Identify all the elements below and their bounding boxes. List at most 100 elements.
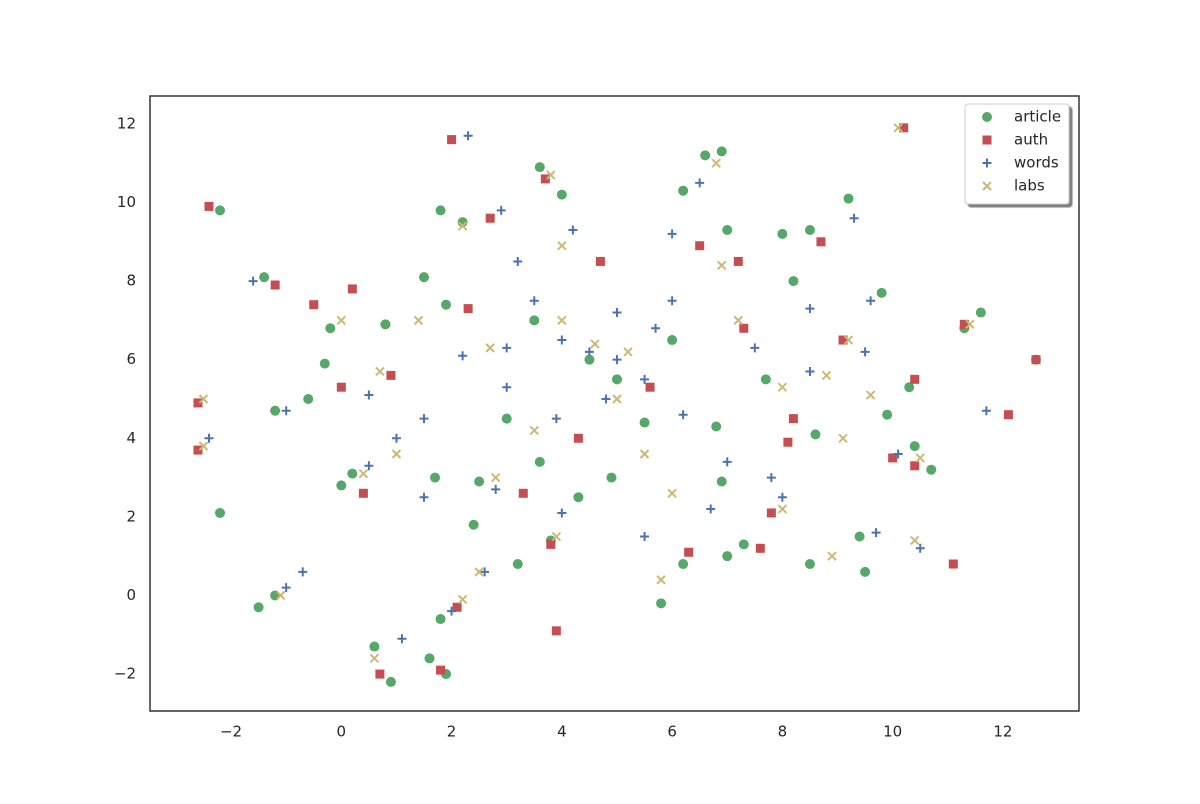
point [722, 225, 733, 236]
point [193, 398, 203, 408]
x-tick-label: −2 [220, 723, 242, 741]
point [386, 370, 396, 380]
point [259, 272, 270, 283]
point [611, 374, 622, 385]
point [777, 228, 788, 239]
point [457, 594, 468, 605]
point [888, 453, 898, 463]
point [435, 205, 446, 216]
point [777, 504, 788, 514]
point [860, 347, 870, 357]
y-tick-label: 8 [126, 272, 136, 290]
point [766, 473, 776, 483]
point [336, 315, 347, 326]
point [441, 299, 452, 310]
point [275, 590, 286, 601]
point [364, 390, 374, 400]
point [501, 413, 512, 424]
point [722, 551, 733, 562]
point [788, 276, 799, 287]
point [270, 405, 281, 416]
point [788, 414, 798, 424]
point [640, 532, 650, 542]
point [656, 598, 667, 609]
point [738, 539, 749, 550]
point [557, 241, 567, 251]
legend-label: article [1014, 108, 1061, 126]
legend: article auth words labs [964, 103, 1070, 205]
point [474, 476, 485, 487]
point [915, 453, 925, 463]
point [447, 606, 457, 616]
point [369, 641, 380, 652]
point [733, 315, 743, 326]
point [910, 374, 920, 384]
point [540, 174, 550, 184]
point [457, 221, 468, 231]
point [876, 287, 887, 298]
point [568, 225, 578, 235]
point [766, 508, 776, 518]
point [480, 567, 490, 577]
point [948, 559, 958, 569]
point [601, 394, 611, 404]
point [777, 382, 788, 392]
point [827, 551, 837, 561]
point [529, 425, 539, 436]
point [865, 390, 876, 400]
point [551, 531, 562, 542]
point [557, 335, 567, 345]
point [270, 280, 280, 290]
point [380, 319, 391, 330]
x-tick-label: 8 [778, 723, 788, 741]
point [309, 300, 319, 310]
point [204, 201, 214, 211]
point [612, 308, 622, 318]
point [623, 347, 633, 357]
point [667, 335, 678, 346]
point [435, 614, 446, 625]
point [419, 492, 429, 502]
x-tick-label: 12 [993, 723, 1012, 741]
legend-marker [982, 158, 992, 168]
plot-area [193, 123, 1041, 687]
point [804, 225, 815, 236]
point [447, 135, 457, 145]
point [866, 296, 876, 306]
point [700, 150, 711, 161]
point [198, 441, 209, 451]
point [419, 414, 429, 424]
point [215, 507, 226, 518]
point [198, 394, 209, 404]
y-tick-label: 10 [117, 193, 136, 211]
point [805, 304, 815, 314]
point [490, 472, 501, 483]
point [358, 468, 369, 479]
point [711, 158, 721, 168]
point [838, 433, 848, 443]
point [854, 531, 865, 542]
legend-label: labs [1014, 177, 1045, 195]
point [975, 307, 986, 318]
point [678, 185, 689, 196]
point [358, 488, 368, 498]
point [573, 433, 583, 443]
point [430, 472, 441, 483]
legend-marker [982, 181, 992, 191]
point [556, 189, 567, 200]
point [684, 547, 694, 557]
point [248, 276, 258, 286]
point [893, 449, 903, 459]
point [711, 421, 722, 432]
point [904, 382, 915, 393]
point [667, 296, 677, 306]
point [369, 653, 380, 664]
point [706, 504, 716, 514]
point [843, 335, 854, 345]
point [595, 256, 605, 266]
point [590, 339, 600, 349]
point [821, 370, 832, 381]
point [612, 394, 622, 404]
point [463, 131, 473, 141]
point [281, 406, 291, 416]
